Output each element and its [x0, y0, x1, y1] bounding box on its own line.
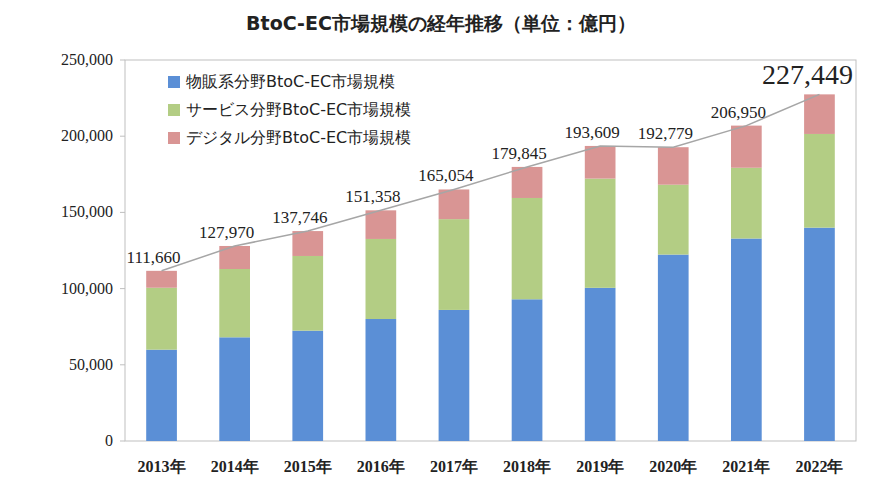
bar	[439, 189, 470, 219]
legend-swatch	[168, 104, 180, 116]
y-tick	[120, 441, 125, 442]
bar	[219, 337, 250, 441]
y-tick	[120, 136, 125, 137]
bar	[365, 210, 396, 239]
title: BtoC-EC市場規模の経年推移（単位：億円）	[246, 12, 636, 34]
bar	[731, 168, 762, 239]
data-label: 206,950	[711, 103, 766, 122]
y-tick	[120, 60, 125, 61]
x-tick-label: 2022年	[795, 458, 843, 475]
bar	[731, 126, 762, 168]
bar	[292, 256, 323, 331]
y-tick-label: 100,000	[61, 280, 113, 297]
y-tick	[120, 364, 125, 365]
legend-swatch	[168, 76, 180, 88]
bar	[804, 228, 835, 441]
total-line	[162, 94, 820, 270]
data-label: 179,845	[491, 144, 546, 163]
data-label: 127,970	[199, 223, 254, 242]
chart: BtoC-EC市場規模の経年推移（単位：億円） 0 50,000 100,000 150…	[0, 0, 882, 500]
data-labels: 111,660 127,970 137,746 151,358 165,054 179,8…	[127, 59, 853, 266]
bar	[439, 310, 470, 441]
bar	[512, 167, 543, 198]
bar	[585, 146, 616, 179]
data-label: 193,609	[565, 123, 620, 142]
y-tick-label: 0	[105, 432, 113, 449]
bar	[658, 185, 689, 255]
x-tick-label: 2021年	[722, 458, 770, 475]
data-label: 151,358	[345, 187, 400, 206]
plot-area	[146, 94, 835, 441]
bar	[292, 331, 323, 441]
bar	[365, 239, 396, 319]
x-tick-label: 2014年	[211, 458, 259, 475]
x-tick-label: 2013年	[138, 458, 186, 475]
data-label: 227,449	[762, 59, 853, 90]
x-tick-label: 2018年	[503, 458, 551, 475]
y-tick	[120, 212, 125, 213]
legend-swatch	[168, 132, 180, 144]
bar	[219, 269, 250, 337]
legend-label: デジタル分野BtoC-EC市場規模	[186, 128, 411, 147]
bar	[804, 94, 835, 134]
bar	[804, 134, 835, 228]
x-tick-label: 2020年	[649, 458, 697, 475]
bar	[292, 231, 323, 256]
legend-label: サービス分野BtoC-EC市場規模	[186, 100, 411, 119]
bar	[512, 299, 543, 441]
bar	[512, 198, 543, 299]
y-tick-label: 200,000	[61, 127, 113, 144]
bar	[585, 179, 616, 288]
bar	[658, 147, 689, 185]
y-tick-label: 50,000	[69, 356, 113, 373]
data-label: 111,660	[127, 248, 181, 267]
y-tick-label: 150,000	[61, 203, 113, 220]
bar	[146, 350, 177, 441]
x-tick-label: 2016年	[357, 458, 405, 475]
plot-frame	[125, 60, 856, 441]
data-label: 192,779	[638, 124, 693, 143]
bar	[439, 219, 470, 310]
data-label: 165,054	[418, 166, 474, 185]
bar	[658, 255, 689, 441]
legend-label: 物販系分野BtoC-EC市場規模	[186, 72, 395, 91]
x-tick-label: 2015年	[284, 458, 332, 475]
legend: 物販系分野BtoC-EC市場規模サービス分野BtoC-EC市場規模デジタル分野B…	[168, 72, 411, 147]
y-tick	[120, 288, 125, 289]
y-tick-label: 250,000	[61, 51, 113, 68]
bar	[585, 288, 616, 441]
bar	[365, 319, 396, 441]
x-tick-label: 2017年	[430, 458, 478, 475]
x-tick-label: 2019年	[576, 458, 624, 475]
data-label: 137,746	[272, 208, 327, 227]
bar	[146, 288, 177, 350]
bar	[146, 271, 177, 288]
bar	[731, 239, 762, 441]
